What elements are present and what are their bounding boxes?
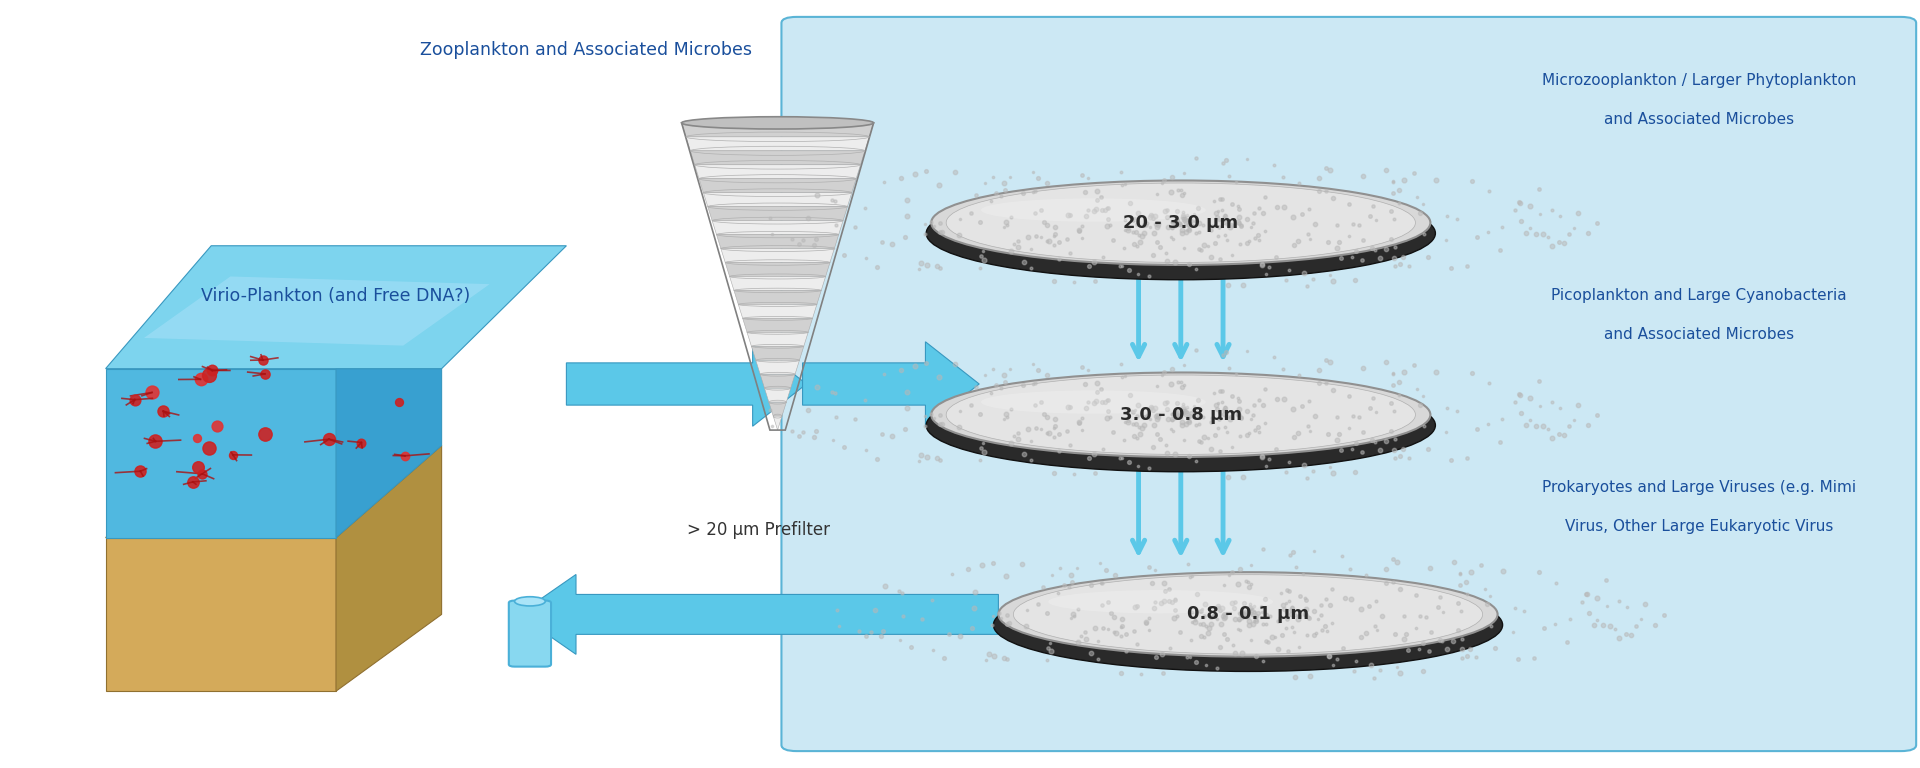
Polygon shape [106, 445, 442, 538]
Polygon shape [699, 179, 856, 193]
Ellipse shape [981, 198, 1206, 222]
Text: 0.8 - 0.1 μm: 0.8 - 0.1 μm [1187, 605, 1309, 624]
Ellipse shape [1014, 574, 1482, 654]
Polygon shape [739, 304, 816, 319]
Ellipse shape [1048, 590, 1273, 614]
Text: and Associated Microbes: and Associated Microbes [1603, 111, 1795, 127]
Polygon shape [743, 319, 812, 333]
Polygon shape [720, 249, 835, 263]
Text: Picoplankton and Large Cyanobacteria: Picoplankton and Large Cyanobacteria [1551, 288, 1847, 303]
Polygon shape [716, 234, 839, 249]
Polygon shape [144, 276, 490, 346]
Polygon shape [760, 374, 795, 388]
Ellipse shape [947, 183, 1415, 263]
Polygon shape [691, 151, 864, 165]
Polygon shape [747, 333, 808, 346]
Text: Virus, Other Large Eukaryotic Virus: Virus, Other Large Eukaryotic Virus [1565, 518, 1834, 534]
Text: 20 - 3.0 μm: 20 - 3.0 μm [1123, 214, 1238, 232]
Ellipse shape [515, 597, 545, 606]
Polygon shape [708, 207, 847, 220]
Ellipse shape [981, 390, 1206, 414]
Text: > 20 μm Prefilter: > 20 μm Prefilter [687, 521, 829, 539]
Polygon shape [106, 246, 566, 369]
Text: and Associated Microbes: and Associated Microbes [1603, 326, 1795, 342]
Ellipse shape [998, 572, 1498, 657]
Polygon shape [751, 346, 804, 360]
Polygon shape [336, 445, 442, 691]
FancyBboxPatch shape [781, 17, 1916, 751]
Polygon shape [774, 416, 781, 430]
Polygon shape [106, 369, 336, 538]
Polygon shape [703, 193, 852, 207]
Polygon shape [733, 290, 822, 304]
Ellipse shape [931, 180, 1430, 265]
Ellipse shape [925, 187, 1436, 280]
Polygon shape [682, 123, 874, 137]
Polygon shape [712, 220, 843, 234]
Polygon shape [566, 342, 806, 426]
FancyBboxPatch shape [509, 601, 551, 667]
Ellipse shape [947, 375, 1415, 455]
Ellipse shape [931, 372, 1430, 457]
Text: Virio-Plankton (and Free DNA?): Virio-Plankton (and Free DNA?) [202, 286, 470, 305]
Text: Zooplankton and Associated Microbes: Zooplankton and Associated Microbes [420, 41, 751, 59]
Polygon shape [106, 538, 336, 691]
Text: 3.0 - 0.8 μm: 3.0 - 0.8 μm [1119, 406, 1242, 424]
Text: Microzooplankton / Larger Phytoplankton: Microzooplankton / Larger Phytoplankton [1542, 73, 1857, 88]
Polygon shape [764, 388, 791, 402]
Polygon shape [730, 276, 826, 290]
Polygon shape [768, 402, 787, 416]
Polygon shape [726, 263, 829, 276]
Polygon shape [685, 137, 870, 151]
Ellipse shape [925, 379, 1436, 472]
Polygon shape [803, 342, 979, 426]
Ellipse shape [682, 117, 874, 129]
Polygon shape [518, 574, 998, 654]
Polygon shape [756, 360, 799, 374]
Text: Prokaryotes and Large Viruses (e.g. Mimi: Prokaryotes and Large Viruses (e.g. Mimi [1542, 480, 1857, 495]
Polygon shape [336, 369, 442, 538]
Polygon shape [695, 165, 860, 179]
Ellipse shape [993, 578, 1503, 671]
